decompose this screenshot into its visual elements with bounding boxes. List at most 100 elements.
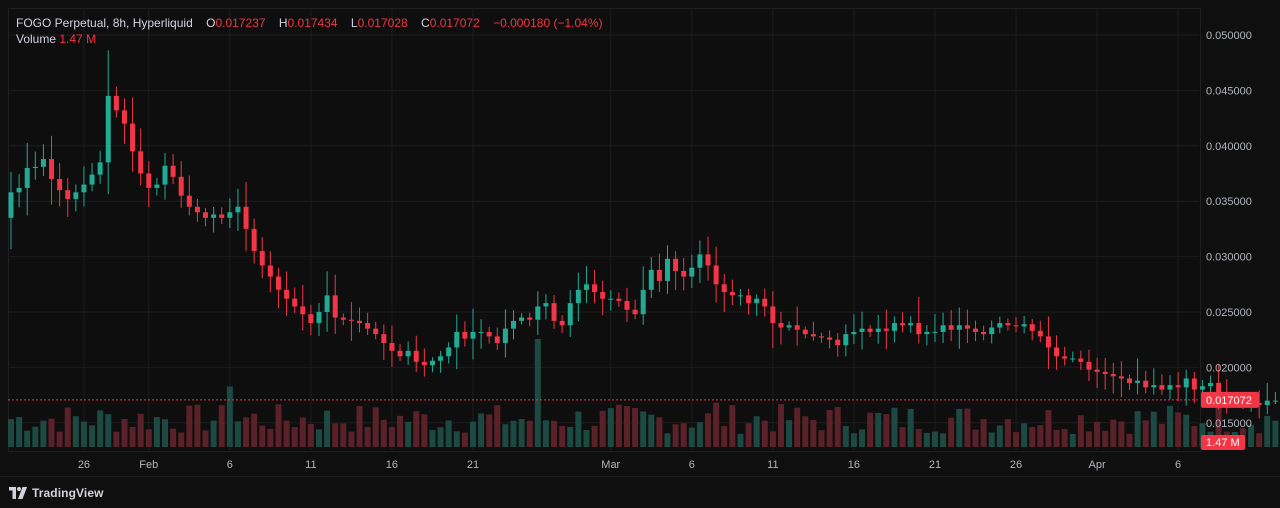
low-label: L <box>351 16 358 30</box>
candle-body <box>827 337 832 339</box>
candle-body <box>25 168 30 188</box>
candle-body <box>268 265 273 276</box>
candle-body <box>916 323 921 334</box>
candle-body <box>1038 331 1043 337</box>
y-tick-label: 0.030000 <box>1206 252 1252 264</box>
tradingview-brand: TradingView <box>32 486 104 500</box>
x-tick-label: 6 <box>227 459 233 471</box>
volume-bar <box>113 432 119 447</box>
candle-body <box>681 271 686 277</box>
candle-body <box>211 214 216 217</box>
volume-legend[interactable]: Volume 1.47 M <box>16 32 96 46</box>
candle-body <box>714 265 719 284</box>
candle-body <box>308 314 313 323</box>
volume-bar <box>373 407 379 447</box>
volume-bar <box>284 421 290 447</box>
candle-body <box>325 295 330 312</box>
candle-body <box>778 323 783 327</box>
candle-body <box>1168 385 1173 389</box>
volume-bar <box>1102 431 1108 447</box>
candle-body <box>49 159 54 179</box>
volume-bar <box>746 423 752 447</box>
price-axis: 0.0500000.0450000.0400000.0350000.030000… <box>1206 30 1252 430</box>
symbol-legend[interactable]: FOGO Perpetual, 8h, Hyperliquid O0.01723… <box>16 16 603 30</box>
volume-bar <box>454 431 460 447</box>
volume-bar <box>24 431 30 447</box>
volume-bar <box>267 429 273 447</box>
volume-bar <box>932 432 938 447</box>
volume-bar <box>389 427 395 447</box>
x-tick-label: 6 <box>1175 459 1181 471</box>
candle-body <box>495 336 500 343</box>
candle-body <box>462 332 467 339</box>
candle-body <box>868 329 873 332</box>
symbol-title[interactable]: FOGO Perpetual, 8h, Hyperliquid <box>16 16 193 30</box>
candle-body <box>989 328 994 335</box>
tradingview-logo[interactable]: TradingView <box>9 486 104 500</box>
volume-bar <box>835 407 841 447</box>
volume-bar <box>1037 425 1043 447</box>
candle-body <box>171 166 176 177</box>
volume-bar <box>681 423 687 447</box>
candlestick-chart[interactable]: 0.0500000.0450000.0400000.0350000.030000… <box>0 0 1280 476</box>
volume-bar <box>170 429 176 447</box>
volume-bar <box>948 418 954 447</box>
x-tick-label: 6 <box>689 459 695 471</box>
candle-body <box>446 347 451 356</box>
candle-body <box>1054 347 1059 356</box>
candle-body <box>1143 381 1148 388</box>
volume-bar <box>357 406 363 447</box>
candle-body <box>292 299 297 307</box>
candle-body <box>381 334 386 343</box>
candle-body <box>568 303 573 325</box>
candle-body <box>965 325 970 328</box>
candle-body <box>154 185 159 188</box>
volume-bar <box>146 429 152 447</box>
volume-bar <box>1054 430 1060 447</box>
volume-bar <box>413 411 419 447</box>
volume-bar <box>1135 411 1141 447</box>
volume-bar <box>1183 415 1189 447</box>
candle-body <box>1127 378 1132 382</box>
candle-body <box>487 332 492 336</box>
x-tick-label: 16 <box>386 459 398 471</box>
volume-bar <box>1256 433 1262 447</box>
volume-bar <box>543 420 549 447</box>
candle-body <box>754 299 759 303</box>
volume-bar <box>438 427 444 447</box>
candle-body <box>284 290 289 299</box>
x-tick-label: 26 <box>78 459 90 471</box>
volume-bar <box>713 403 719 447</box>
candle-body <box>373 329 378 335</box>
candle-body <box>616 299 621 301</box>
volume-bar <box>1126 434 1132 447</box>
candle-body <box>608 299 613 300</box>
candle-body <box>41 159 46 167</box>
candle-body <box>187 196 192 207</box>
x-tick-label: 21 <box>929 459 941 471</box>
y-tick-label: 0.035000 <box>1206 196 1252 208</box>
high-value: 0.017434 <box>288 16 338 30</box>
close-value: 0.017072 <box>430 16 480 30</box>
volume-bar <box>1264 416 1270 447</box>
volume-bar <box>381 420 387 447</box>
volume-bar <box>592 426 598 447</box>
candle-body <box>957 325 962 329</box>
volume-bar <box>1005 419 1011 447</box>
volume-bar <box>940 433 946 447</box>
candle-body <box>722 284 727 292</box>
volume-bar <box>1070 434 1076 447</box>
volume-bar <box>89 425 95 447</box>
candle-body <box>973 329 978 332</box>
volume-bar <box>227 387 233 447</box>
volume-bar <box>956 409 962 447</box>
candle-body <box>138 151 143 173</box>
candle-body <box>179 177 184 196</box>
candle-body <box>114 96 119 110</box>
x-tick-label: 26 <box>1010 459 1022 471</box>
candle-body <box>624 301 629 310</box>
x-tick-label: Apr <box>1089 459 1106 471</box>
candle-body <box>1151 385 1156 387</box>
